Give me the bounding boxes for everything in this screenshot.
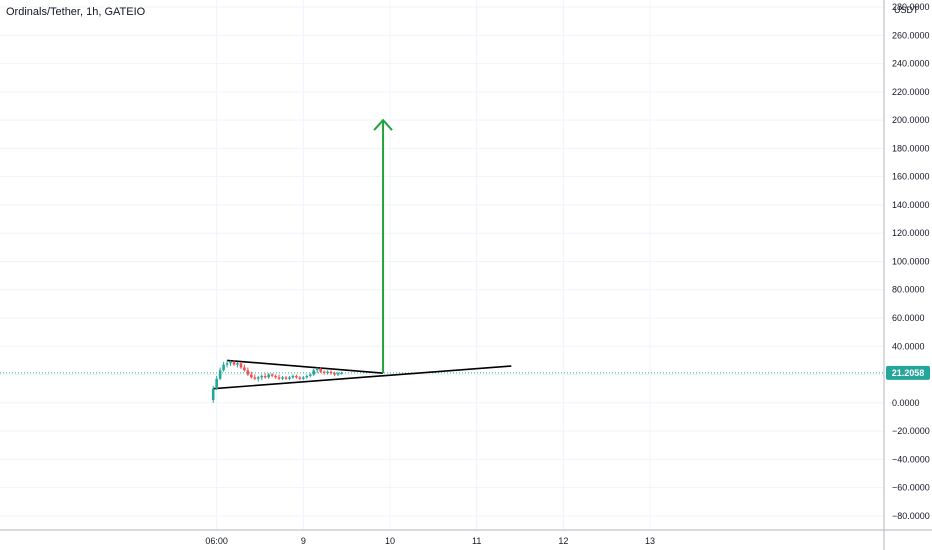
candle-down (232, 361, 236, 365)
candle-up (267, 374, 270, 378)
candle-up (315, 368, 319, 371)
last-price-badge (886, 365, 930, 380)
y-tick-label: −80.0000 (892, 511, 930, 521)
candle-down (246, 370, 250, 375)
y-tick-label: 40.0000 (892, 341, 925, 351)
y-tick-label: −60.0000 (892, 483, 930, 493)
candle-up (326, 371, 329, 374)
candle-up (225, 363, 229, 365)
x-tick-label: 9 (301, 536, 306, 546)
candle-up (215, 378, 218, 389)
y-tick-label: 160.0000 (892, 172, 930, 182)
candle-up (305, 375, 309, 378)
upper-trendline (227, 359, 384, 374)
candle-up (222, 364, 225, 371)
candle-up (308, 374, 312, 376)
y-tick-label: 240.0000 (892, 59, 930, 69)
x-tick-label: 10 (385, 536, 395, 546)
candle-down (274, 375, 277, 378)
candle-down (243, 367, 246, 371)
x-tick-label: 13 (645, 536, 655, 546)
candle-up (340, 373, 343, 375)
x-tick-label: 06:00 (205, 536, 228, 546)
candle-down (329, 371, 333, 374)
x-tick-label: 11 (472, 536, 481, 546)
candle-down (295, 375, 298, 378)
y-tick-label: 280.0000 (892, 2, 930, 12)
y-tick-label: 0.0000 (892, 398, 920, 408)
last-price-label: 21.2058 (892, 368, 925, 378)
y-tick-label: 220.0000 (892, 87, 930, 97)
candle-up (312, 370, 316, 375)
candle-down (284, 377, 288, 379)
lower-trendline (213, 365, 512, 390)
candle-up (260, 375, 264, 378)
y-tick-label: 180.0000 (892, 143, 930, 153)
candle-up (288, 377, 291, 379)
candle-down (253, 377, 257, 379)
candle-down (322, 371, 326, 374)
candle-up (211, 388, 215, 400)
candle-up (291, 375, 295, 378)
y-tick-label: −40.0000 (892, 454, 930, 464)
y-tick-label: 120.0000 (892, 228, 930, 238)
candle-down (270, 374, 274, 376)
candle-up (236, 363, 239, 365)
y-tick-label: 200.0000 (892, 115, 930, 125)
candle-up (256, 377, 260, 379)
drawing-layer (213, 118, 512, 390)
candle-up (281, 377, 284, 379)
y-tick-label: 80.0000 (892, 285, 925, 295)
candle-down (250, 374, 253, 378)
y-tick-label: 60.0000 (892, 313, 925, 323)
y-tick-label: −20.0000 (892, 426, 930, 436)
candle-up (302, 377, 305, 379)
candle-down (263, 375, 267, 378)
grid-layer (0, 0, 884, 530)
y-tick-label: 140.0000 (892, 200, 930, 210)
candle-down (277, 377, 281, 379)
candle-up (229, 361, 232, 364)
candle-layer (211, 360, 343, 403)
y-tick-label: 100.0000 (892, 256, 930, 266)
target-arrow-head (373, 118, 393, 131)
y-axis-unit: USDT (894, 5, 919, 15)
candle-up (336, 373, 340, 375)
chart-title: Ordinals/Tether, 1h, GATEIO (6, 6, 146, 18)
candle-down (298, 377, 302, 379)
candle-down (239, 363, 243, 368)
candle-down (319, 368, 322, 372)
candle-up (218, 370, 222, 379)
x-tick-label: 12 (558, 536, 568, 546)
y-tick-label: 260.0000 (892, 30, 930, 40)
candle-down (333, 373, 336, 375)
